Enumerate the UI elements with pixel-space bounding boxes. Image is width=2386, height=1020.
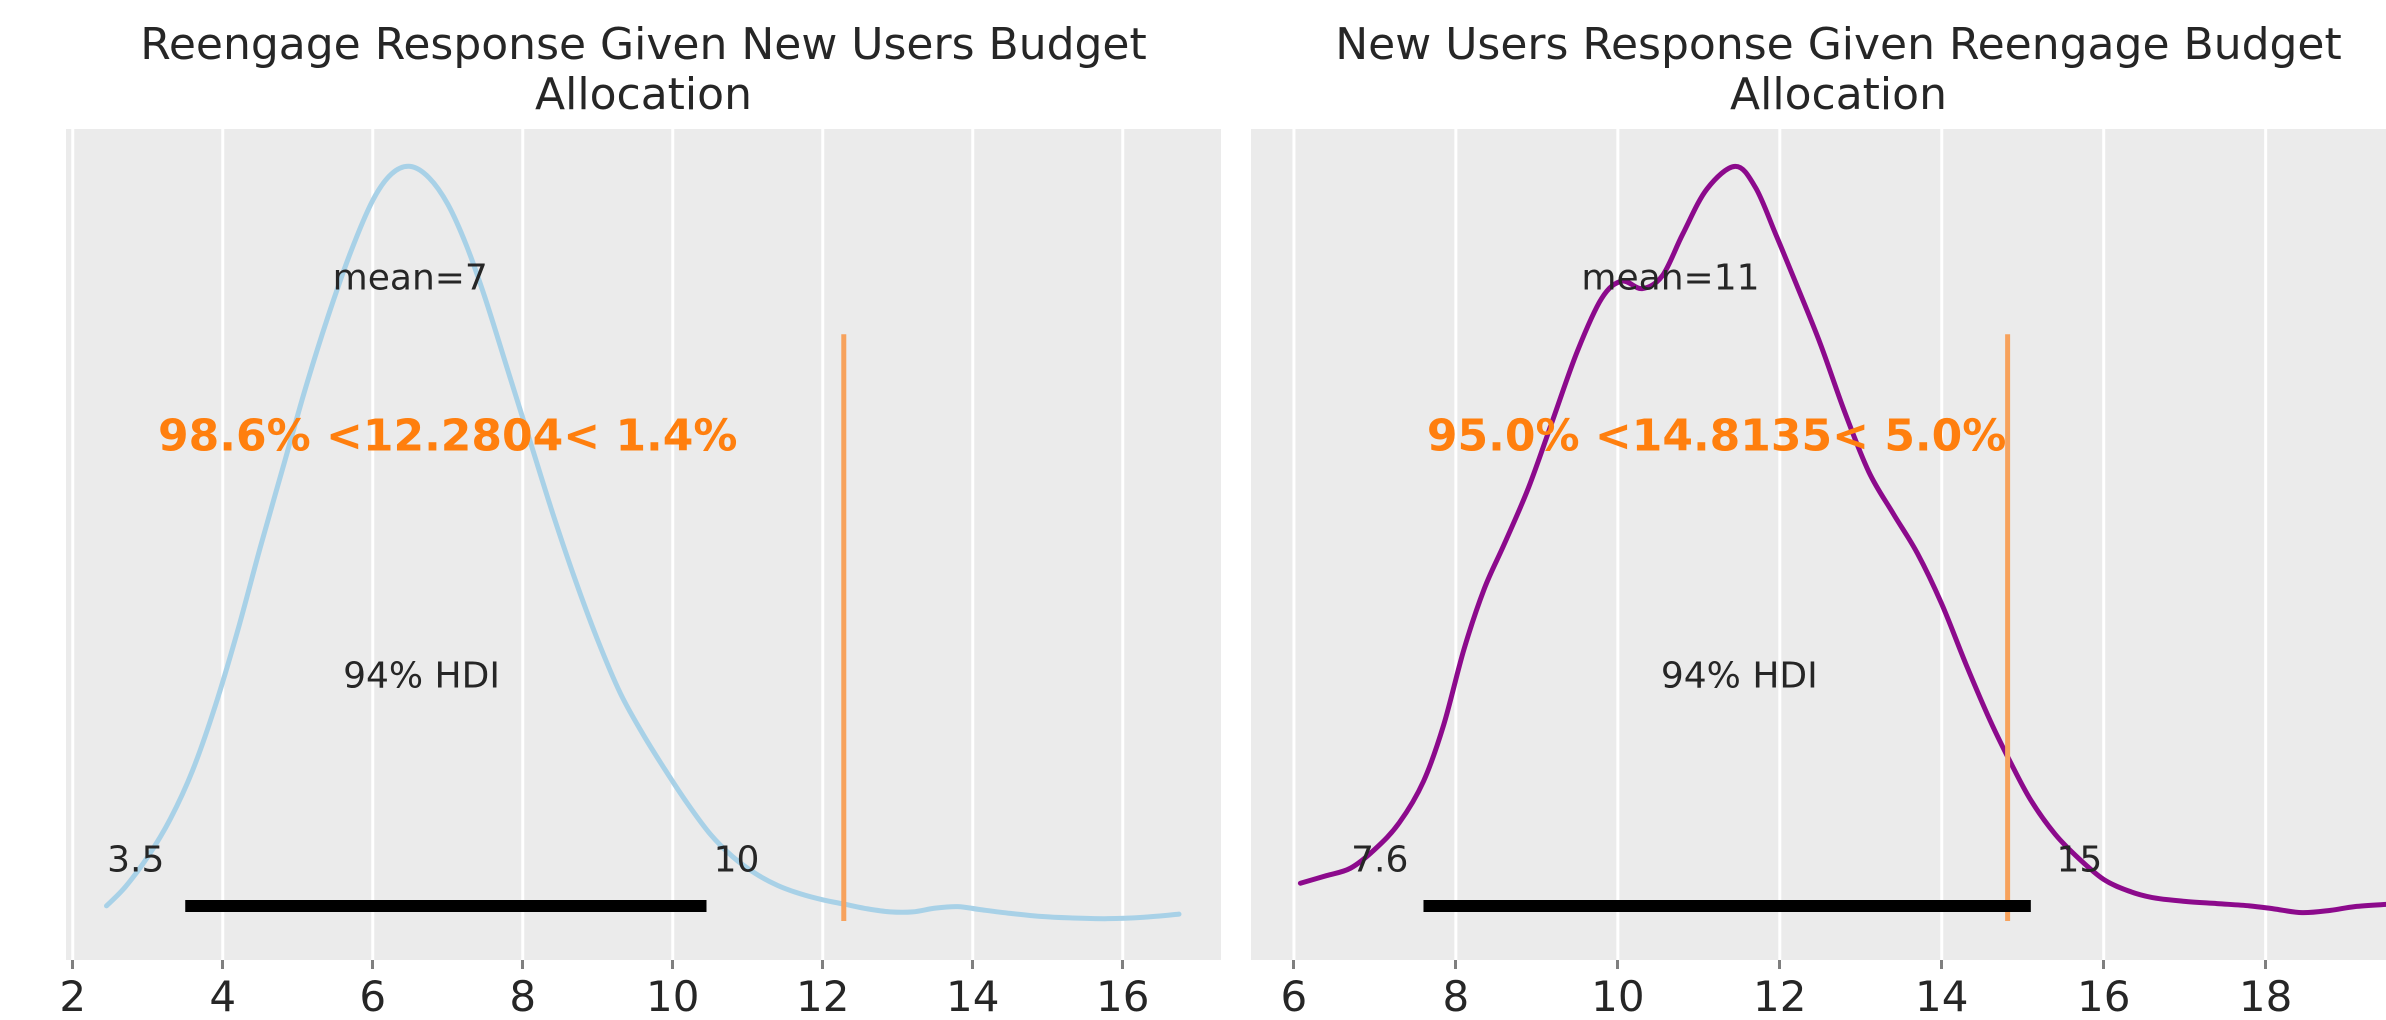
posterior-plot-left: Reengage Response Given New Users Budget… xyxy=(59,16,1221,1020)
x-tick-label: 8 xyxy=(509,972,537,1020)
x-tick-mark xyxy=(671,960,675,969)
hdi-lower-bound: 7.6 xyxy=(1351,839,1409,881)
hdi-lower-bound: 3.5 xyxy=(107,839,165,881)
x-tick-label: 18 xyxy=(2238,972,2293,1020)
hdi-upper-bound: 10 xyxy=(713,839,760,881)
x-tick-label: 4 xyxy=(209,972,237,1020)
plot-title-line1: Reengage Response Given New Users Budget xyxy=(140,19,1147,70)
x-tick-mark xyxy=(1616,960,1620,969)
kde-plot-svg xyxy=(1292,129,2386,960)
hdi-label: 94% HDI xyxy=(1660,655,1818,697)
plot-title-line2: Allocation xyxy=(535,69,752,121)
x-tick-label: 16 xyxy=(1096,972,1150,1020)
mean-label: mean=11 xyxy=(1581,257,1760,299)
x-tick-mark xyxy=(1778,960,1782,969)
plot-panel: mean=7 98.6% <12.2804< 1.4% 94% HDI 3.5 … xyxy=(66,129,1221,960)
ref-value-label: 98.6% <12.2804< 1.4% xyxy=(158,410,738,462)
plot-title-right: New Users Response Given Reengage Budget… xyxy=(1251,19,2386,121)
ref-value-label: 95.0% <14.8135< 5.0% xyxy=(1426,410,2007,462)
x-tick-label: 16 xyxy=(2076,972,2131,1020)
x-tick-label: 10 xyxy=(1591,972,1645,1020)
x-tick-mark xyxy=(521,960,525,969)
x-tick-label: 10 xyxy=(646,972,700,1020)
x-tick-label: 8 xyxy=(1442,972,1470,1020)
x-tick-label: 14 xyxy=(1915,972,1969,1020)
x-tick-mark xyxy=(2264,960,2268,969)
x-tick-mark xyxy=(1292,960,1296,969)
x-tick-mark xyxy=(1454,960,1458,969)
x-tick-label: 6 xyxy=(359,972,387,1020)
plot-panel: mean=11 95.0% <14.8135< 5.0% 94% HDI 7.6… xyxy=(1251,129,2386,960)
x-tick-label: 6 xyxy=(1280,972,1308,1020)
kde-curve xyxy=(104,163,1182,922)
plot-title-line1: New Users Response Given Reengage Budget xyxy=(1335,19,2342,70)
mean-label: mean=7 xyxy=(332,257,488,299)
kde-plot-svg xyxy=(71,129,1182,960)
x-tick-mark xyxy=(1940,960,1944,969)
x-tick-mark xyxy=(221,960,225,969)
plot-title-left: Reengage Response Given New Users Budget… xyxy=(66,19,1221,121)
x-tick-mark xyxy=(971,960,975,969)
x-tick-mark xyxy=(1121,960,1125,969)
kde-curve xyxy=(1297,163,2386,916)
posterior-plot-right: New Users Response Given Reengage Budget… xyxy=(1251,16,2386,1020)
x-tick-mark xyxy=(2102,960,2106,969)
x-tick-label: 12 xyxy=(1753,972,1807,1020)
hdi-upper-bound: 15 xyxy=(2056,839,2103,881)
plot-title-line2: Allocation xyxy=(1730,69,1947,121)
x-tick-label: 2 xyxy=(59,972,87,1020)
x-tick-mark xyxy=(821,960,825,969)
x-tick-label: 12 xyxy=(796,972,850,1020)
x-tick-mark xyxy=(71,960,75,969)
x-tick-mark xyxy=(371,960,375,969)
x-tick-label: 14 xyxy=(946,972,1000,1020)
hdi-label: 94% HDI xyxy=(343,655,500,697)
